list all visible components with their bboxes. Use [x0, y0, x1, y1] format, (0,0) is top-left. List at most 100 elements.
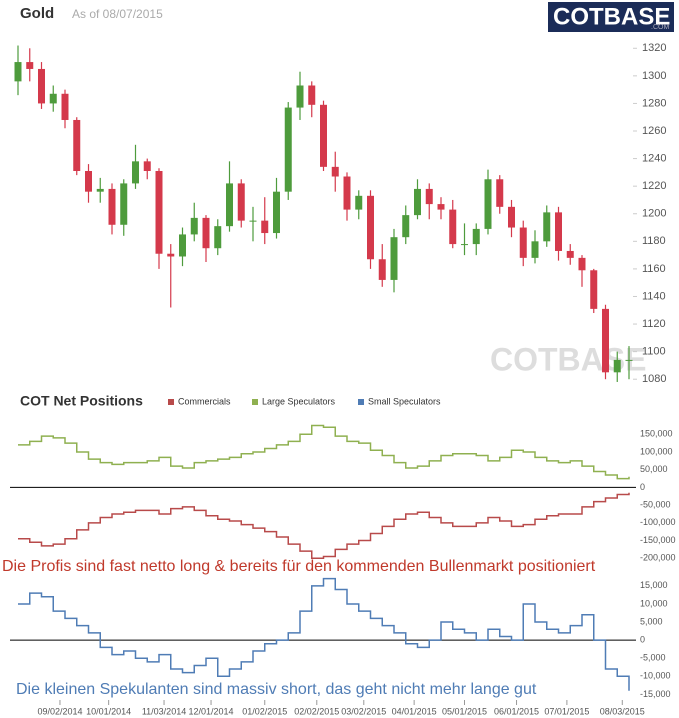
- annotation: Die Profis sind fast netto long & bereit…: [2, 558, 596, 575]
- y-tick-label: -200,000: [640, 553, 676, 563]
- candle-body: [249, 220, 257, 222]
- candle-body: [61, 93, 69, 120]
- series-line: [18, 424, 630, 480]
- candle-body: [132, 161, 139, 184]
- x-tick-label: 11/03/2014: [142, 706, 186, 716]
- candle-body: [38, 68, 45, 104]
- legend-label: Small Speculators: [368, 396, 441, 406]
- candle-body: [602, 308, 609, 373]
- y2-tick-label: 5,000: [640, 616, 663, 626]
- y-tick-label: -150,000: [640, 535, 676, 545]
- candle-body: [273, 191, 280, 234]
- y-tick-label: 1080: [642, 373, 666, 385]
- y2-tick-label: 0: [640, 634, 645, 644]
- y-tick-label: 1220: [642, 180, 666, 192]
- candle-body: [555, 212, 562, 251]
- legend-swatch: [358, 399, 364, 405]
- candle-body: [566, 250, 574, 258]
- x-tick-label: 09/02/2014: [37, 706, 82, 716]
- y-tick-label: 1240: [642, 152, 666, 164]
- y-tick-label: 1180: [642, 235, 666, 247]
- watermark: COTBASE: [490, 341, 646, 377]
- candle-body: [461, 244, 468, 246]
- candle-body: [73, 119, 81, 171]
- candle-body: [26, 62, 34, 69]
- candle-body: [496, 179, 504, 207]
- x-tick-label: 08/03/2015: [600, 706, 645, 716]
- candle-body: [237, 183, 245, 221]
- chart-subtitle: As of 08/07/2015: [72, 7, 163, 21]
- y-tick-label: 0: [640, 482, 645, 492]
- candle-body: [531, 241, 539, 258]
- candle-body: [214, 226, 222, 249]
- candle-body: [343, 176, 351, 210]
- y-tick-label: 1100: [642, 346, 666, 358]
- y-tick-label: 50,000: [640, 464, 668, 474]
- y2-tick-label: -5,000: [640, 653, 666, 663]
- logo-box: [548, 2, 674, 32]
- y-tick-label: 1160: [642, 263, 666, 275]
- y-tick-label: 1300: [642, 70, 666, 82]
- x-tick-label: 12/01/2014: [189, 706, 234, 716]
- candle-body: [49, 93, 57, 104]
- candle-body: [578, 257, 586, 271]
- candle-body: [85, 170, 92, 192]
- candle-body: [167, 253, 175, 257]
- candle-body: [508, 206, 515, 228]
- y-tick-label: -50,000: [640, 499, 671, 509]
- series-line: [18, 577, 630, 691]
- x-tick-label: 10/01/2014: [86, 706, 131, 716]
- candle-body: [449, 209, 457, 245]
- candle-body: [155, 170, 163, 254]
- candle-body: [120, 183, 128, 225]
- candle-body: [472, 228, 480, 245]
- y-tick-label: 1320: [642, 42, 666, 54]
- candle-body: [355, 195, 363, 210]
- candle-body: [14, 62, 22, 82]
- y2-tick-label: 10,000: [640, 598, 668, 608]
- chart-title: Gold: [20, 5, 54, 22]
- logo-suffix: .COM: [651, 24, 669, 31]
- candle-body: [296, 85, 304, 108]
- candle-body: [613, 359, 621, 373]
- y-tick-label: 1140: [642, 290, 666, 302]
- candle-body: [108, 188, 116, 225]
- x-tick-label: 04/01/2015: [392, 706, 437, 716]
- annotation: Die kleinen Spekulanten sind massiv shor…: [16, 681, 537, 698]
- y2-tick-label: -10,000: [640, 671, 671, 681]
- x-tick-label: 02/02/2015: [294, 706, 339, 716]
- y2-tick-label: 15,000: [640, 580, 668, 590]
- legend-label: Commercials: [178, 396, 231, 406]
- candle-body: [226, 183, 233, 227]
- legend-label: Large Speculators: [262, 396, 336, 406]
- x-tick-label: 01/02/2015: [242, 706, 287, 716]
- candle-body: [320, 104, 327, 167]
- x-tick-label: 06/01/2015: [494, 706, 539, 716]
- legend-swatch: [252, 399, 258, 405]
- y-tick-label: 1200: [642, 208, 666, 220]
- legend-title: COT Net Positions: [20, 393, 143, 409]
- series-line: [18, 492, 630, 559]
- candle-body: [202, 217, 210, 249]
- candle-body: [331, 166, 339, 177]
- y-tick-label: -100,000: [640, 517, 676, 527]
- candle-body: [484, 179, 492, 229]
- candle-body: [590, 270, 598, 309]
- candle-body: [378, 259, 386, 280]
- candle-body: [437, 204, 445, 210]
- legend-swatch: [168, 399, 174, 405]
- x-tick-label: 03/02/2015: [341, 706, 386, 716]
- candle-body: [96, 188, 104, 192]
- candle-body: [519, 227, 527, 258]
- candle-body: [402, 215, 410, 238]
- candle-body: [284, 107, 292, 192]
- candle-body: [179, 234, 186, 257]
- y-tick-label: 1260: [642, 125, 666, 137]
- y-tick-label: 100,000: [640, 446, 673, 456]
- candle-body: [425, 188, 433, 205]
- logo: COTBASE: [553, 3, 670, 30]
- candle-body: [543, 212, 551, 242]
- candle-body: [625, 359, 633, 361]
- candle-body: [390, 237, 398, 280]
